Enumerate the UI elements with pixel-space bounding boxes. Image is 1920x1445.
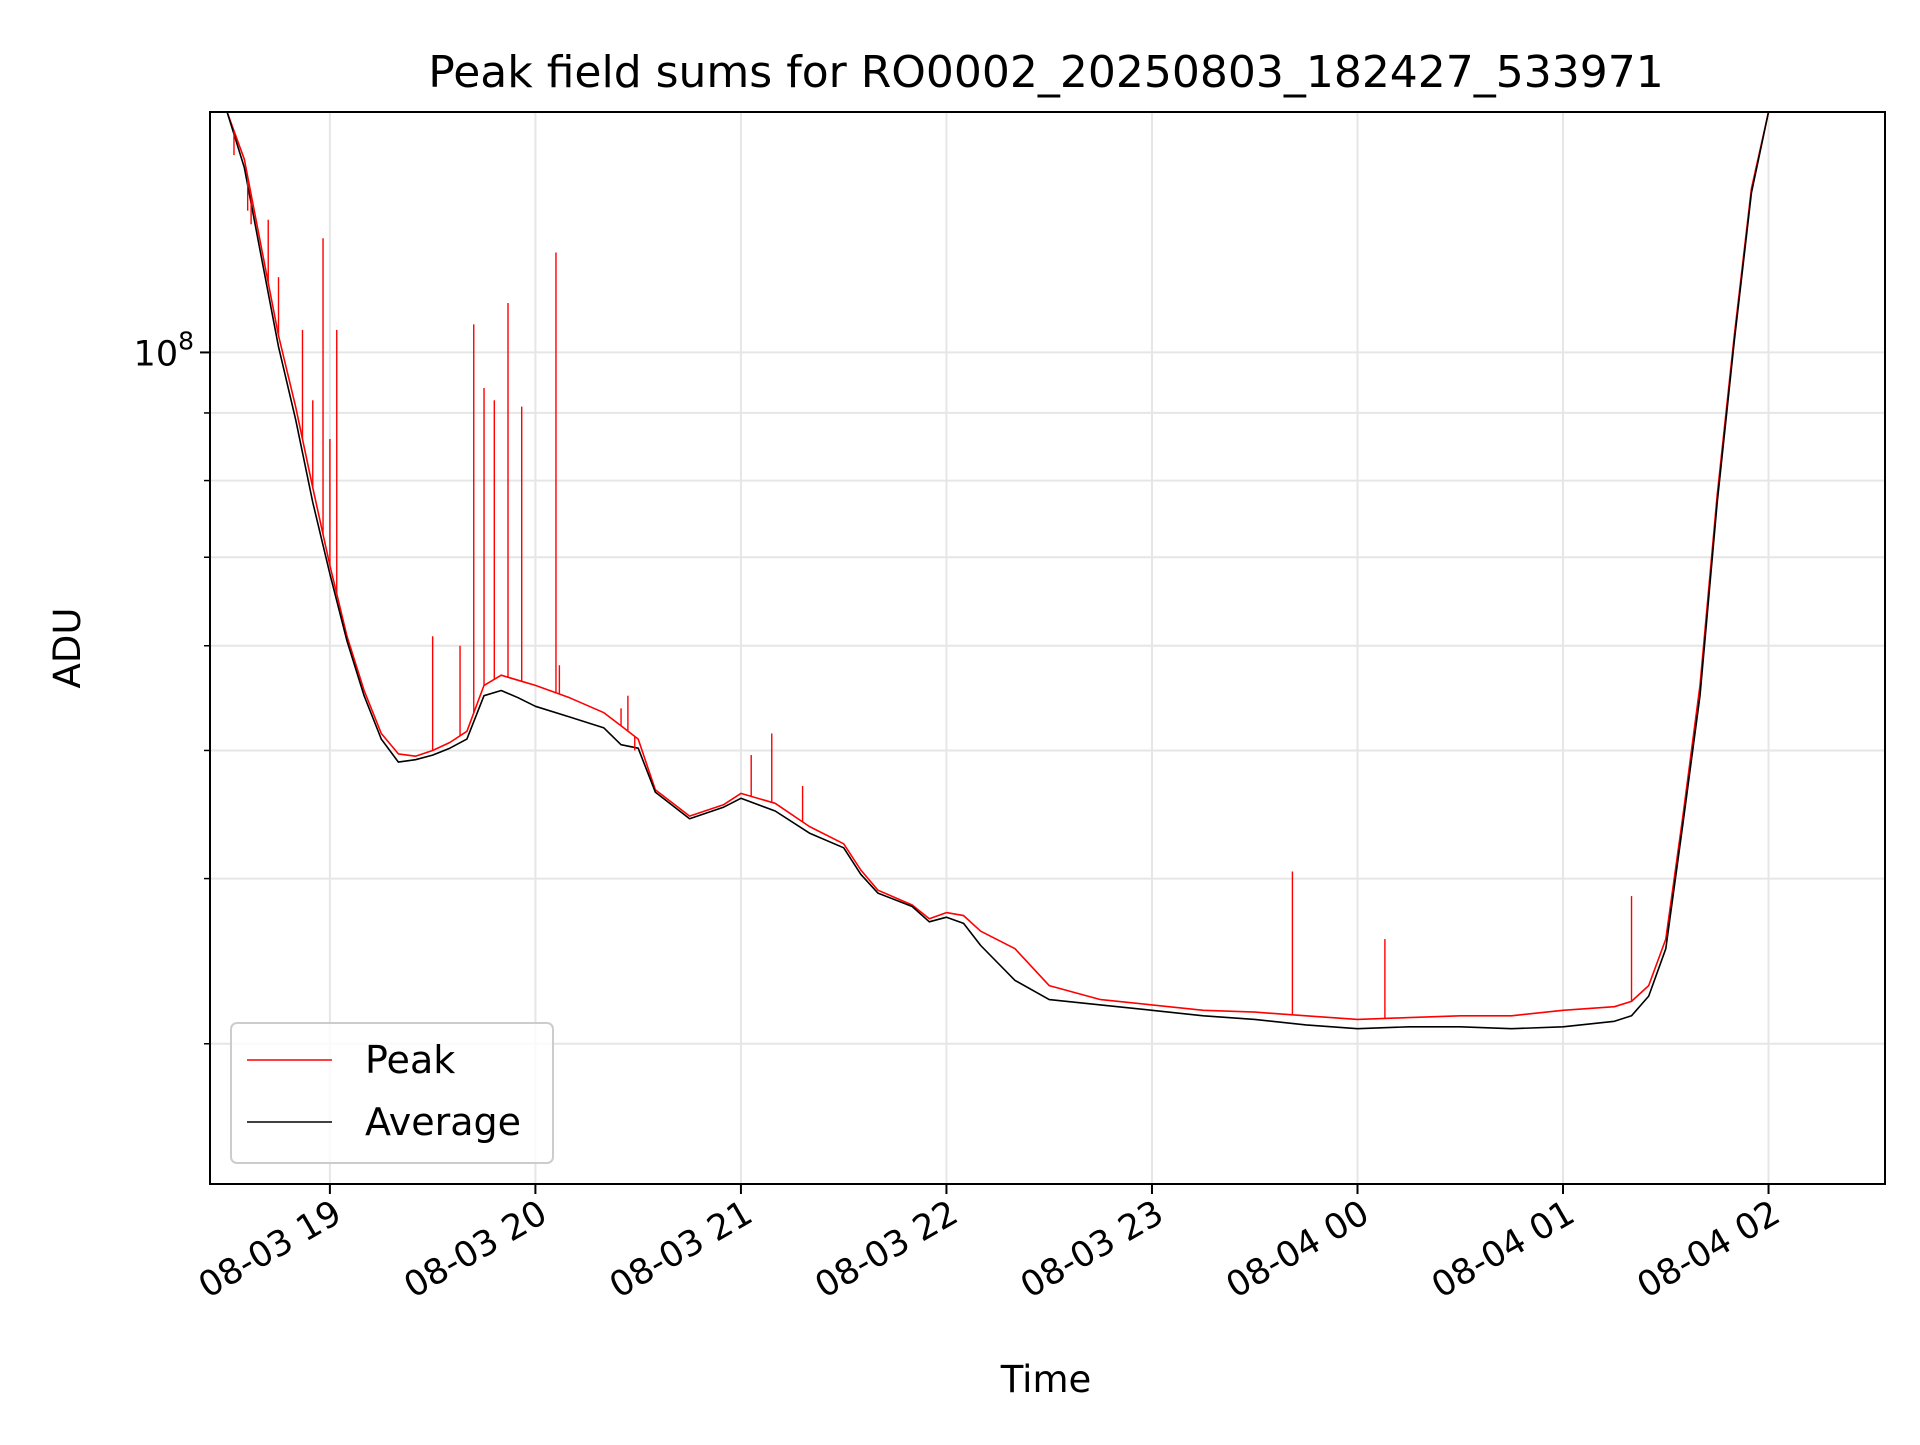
spike-layer [233,130,1633,1019]
y-axis: 108 [134,326,210,1045]
series-line-average [210,111,1837,1030]
x-tick-label: 08-03 23 [1014,1193,1170,1306]
x-tick-label: 08-04 02 [1631,1193,1787,1306]
plot-frame [209,111,1886,1185]
legend-label-average: Average [365,1100,521,1144]
legend-box [230,1022,554,1164]
x-tick-label: 08-04 00 [1220,1193,1376,1306]
chart-title: Peak field sums for RO0002_20250803_1824… [428,47,1664,98]
y-tick-label: 108 [134,326,194,374]
y-axis-label: ADU [46,608,89,689]
x-axis: 08-03 19 08-03 20 08-03 21 08-03 22 08-03 23… [192,1184,1787,1306]
x-tick-label: 08-03 19 [192,1193,348,1306]
x-tick-label: 08-03 22 [809,1193,965,1306]
x-axis-label: Time [1000,1358,1092,1401]
grid [210,112,1885,1184]
x-tick-label: 08-03 21 [603,1193,759,1306]
x-tick-label: 08-03 20 [398,1193,554,1306]
series-layer [210,111,1837,1030]
series-line-peak [210,111,1837,1021]
x-tick-label: 08-04 01 [1425,1193,1581,1306]
legend: Peak Average [230,1022,554,1164]
legend-label-peak: Peak [365,1038,455,1082]
